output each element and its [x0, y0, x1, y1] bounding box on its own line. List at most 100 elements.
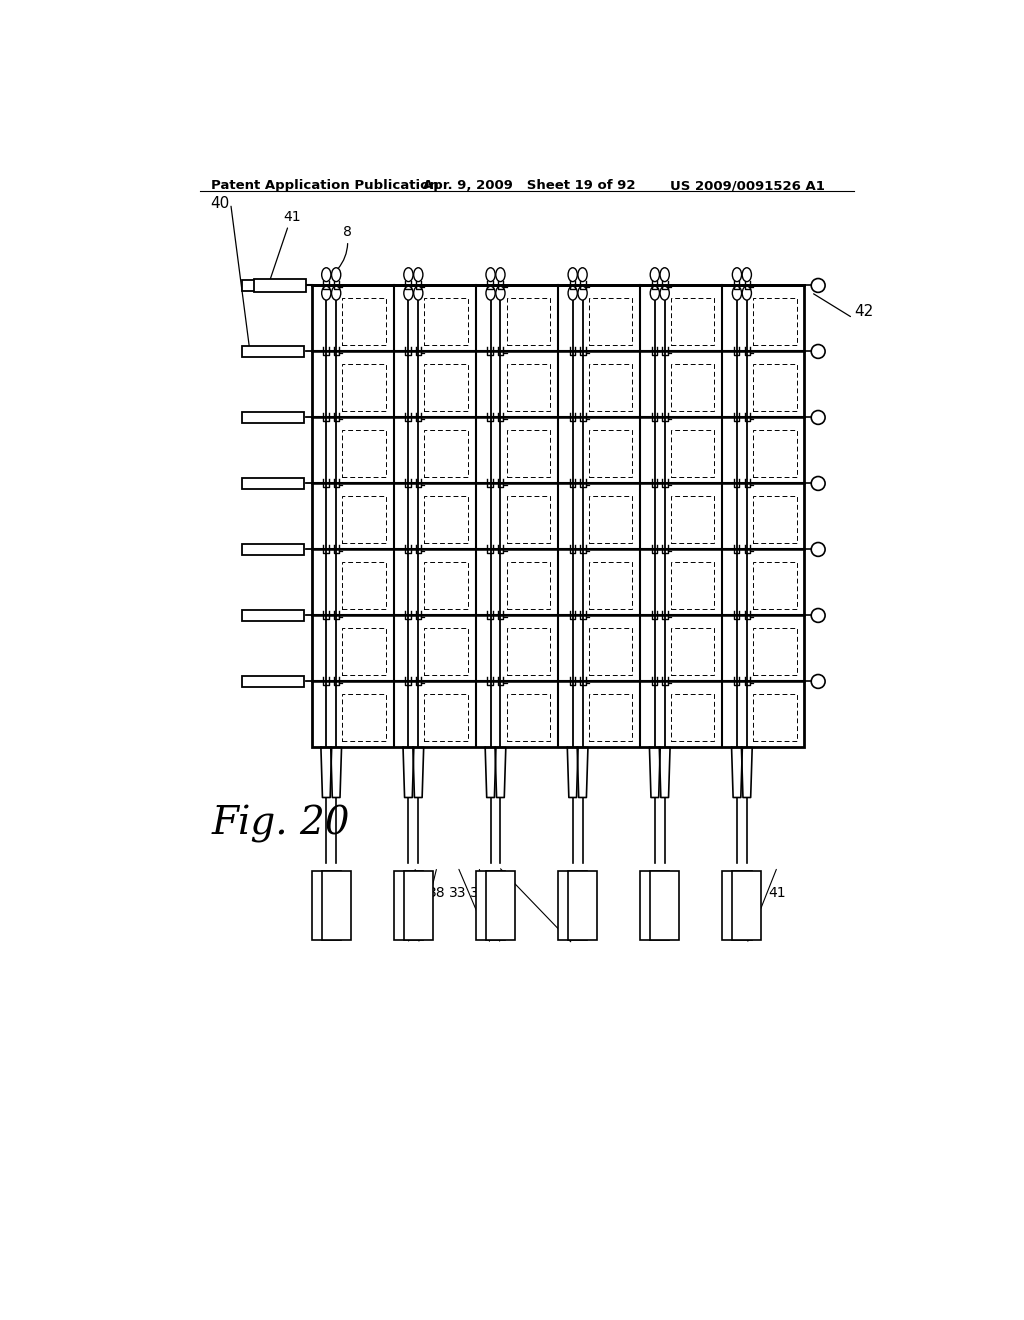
- Bar: [753, 298, 797, 346]
- Bar: [671, 694, 715, 742]
- Bar: [507, 562, 550, 610]
- Bar: [568, 871, 597, 940]
- Ellipse shape: [414, 268, 423, 281]
- Bar: [243, 676, 304, 686]
- Ellipse shape: [568, 268, 578, 281]
- Bar: [243, 346, 304, 356]
- Bar: [753, 430, 797, 478]
- Bar: [507, 628, 550, 676]
- Bar: [342, 430, 386, 478]
- Ellipse shape: [650, 286, 659, 300]
- Bar: [507, 430, 550, 478]
- Ellipse shape: [496, 268, 505, 281]
- Text: 41: 41: [284, 210, 301, 224]
- Ellipse shape: [322, 268, 331, 281]
- Text: 42: 42: [854, 305, 873, 319]
- Ellipse shape: [496, 286, 505, 300]
- Bar: [753, 628, 797, 676]
- Ellipse shape: [650, 268, 659, 281]
- Bar: [322, 871, 351, 940]
- Text: US 2009/0091526 A1: US 2009/0091526 A1: [670, 180, 824, 193]
- Bar: [671, 628, 715, 676]
- Bar: [589, 694, 633, 742]
- Ellipse shape: [578, 286, 587, 300]
- Ellipse shape: [403, 286, 413, 300]
- Text: Patent Application Publication: Patent Application Publication: [211, 180, 439, 193]
- Bar: [254, 280, 306, 292]
- Ellipse shape: [732, 286, 741, 300]
- Ellipse shape: [742, 268, 752, 281]
- Bar: [311, 285, 804, 747]
- Bar: [671, 430, 715, 478]
- Bar: [311, 871, 341, 940]
- Ellipse shape: [332, 286, 341, 300]
- Bar: [424, 694, 468, 742]
- Bar: [243, 280, 304, 290]
- Ellipse shape: [568, 286, 578, 300]
- Ellipse shape: [322, 286, 331, 300]
- Bar: [424, 562, 468, 610]
- Ellipse shape: [578, 268, 587, 281]
- Text: 33: 33: [450, 886, 467, 900]
- Bar: [650, 871, 679, 940]
- Bar: [671, 562, 715, 610]
- Text: 41: 41: [769, 886, 786, 900]
- Bar: [243, 544, 304, 554]
- Bar: [507, 298, 550, 346]
- Bar: [507, 364, 550, 412]
- Ellipse shape: [403, 268, 413, 281]
- Ellipse shape: [486, 268, 496, 281]
- Ellipse shape: [732, 268, 741, 281]
- Bar: [589, 364, 633, 412]
- Bar: [485, 871, 515, 940]
- Text: Apr. 9, 2009   Sheet 19 of 92: Apr. 9, 2009 Sheet 19 of 92: [423, 180, 636, 193]
- Bar: [640, 871, 670, 940]
- Bar: [671, 364, 715, 412]
- Bar: [753, 562, 797, 610]
- Bar: [342, 496, 386, 544]
- Bar: [342, 628, 386, 676]
- Ellipse shape: [742, 286, 752, 300]
- Bar: [424, 364, 468, 412]
- Text: Fig. 20: Fig. 20: [211, 805, 350, 843]
- Bar: [589, 628, 633, 676]
- Bar: [342, 694, 386, 742]
- Bar: [476, 871, 505, 940]
- Bar: [507, 694, 550, 742]
- Bar: [753, 364, 797, 412]
- Bar: [589, 562, 633, 610]
- Bar: [243, 412, 304, 422]
- Bar: [243, 610, 304, 620]
- Text: 38: 38: [428, 886, 445, 900]
- Ellipse shape: [414, 286, 423, 300]
- Text: 40: 40: [210, 195, 229, 211]
- Text: 30: 30: [407, 886, 424, 900]
- Ellipse shape: [660, 268, 670, 281]
- Bar: [753, 694, 797, 742]
- Bar: [671, 496, 715, 544]
- Text: 8: 8: [343, 226, 352, 239]
- Bar: [753, 496, 797, 544]
- Ellipse shape: [486, 286, 496, 300]
- Ellipse shape: [660, 286, 670, 300]
- Bar: [424, 298, 468, 346]
- Bar: [342, 562, 386, 610]
- Text: 36: 36: [489, 886, 508, 900]
- Bar: [394, 871, 423, 940]
- Bar: [424, 430, 468, 478]
- Bar: [558, 871, 588, 940]
- Text: 39: 39: [470, 886, 487, 900]
- Ellipse shape: [332, 268, 341, 281]
- Bar: [507, 496, 550, 544]
- Bar: [424, 628, 468, 676]
- Bar: [589, 298, 633, 346]
- Bar: [243, 478, 304, 488]
- Bar: [403, 871, 433, 940]
- Bar: [342, 298, 386, 346]
- Bar: [589, 430, 633, 478]
- Bar: [671, 298, 715, 346]
- Bar: [589, 496, 633, 544]
- Bar: [424, 496, 468, 544]
- Bar: [722, 871, 752, 940]
- Bar: [732, 871, 762, 940]
